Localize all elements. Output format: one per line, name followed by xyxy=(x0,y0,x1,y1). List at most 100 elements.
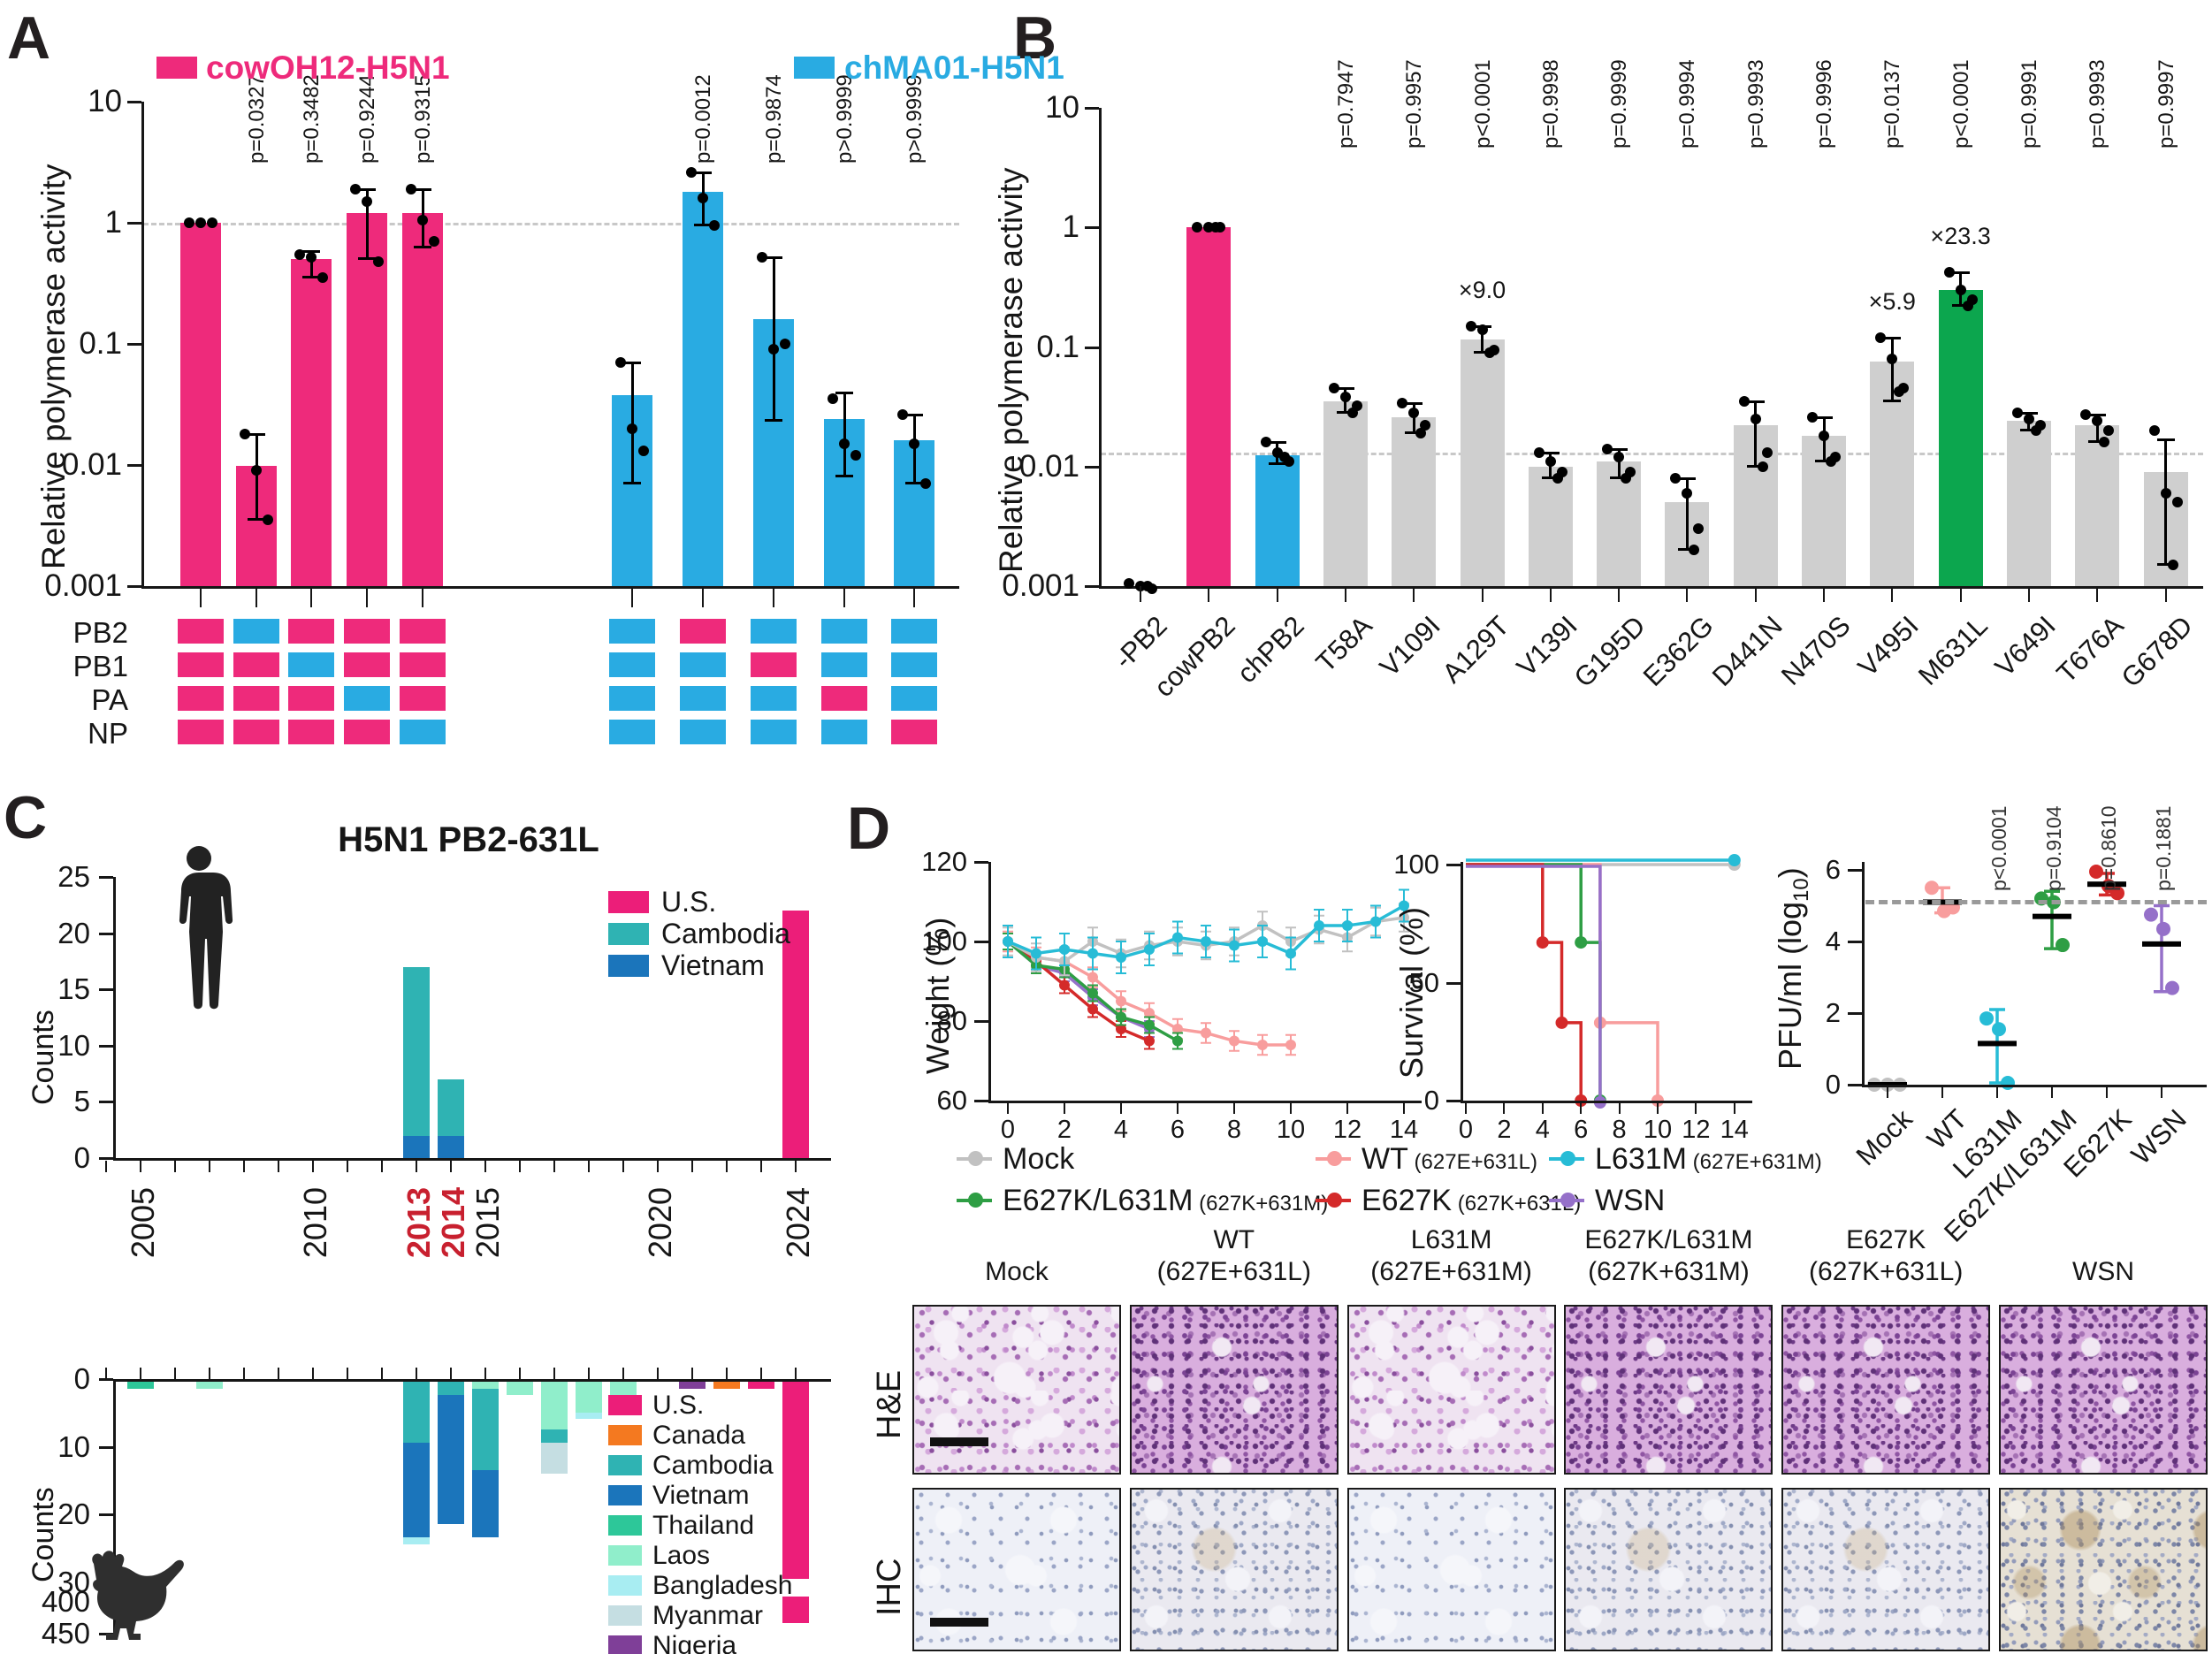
data-dot xyxy=(757,251,767,263)
data-dot xyxy=(2030,425,2041,437)
data-dot xyxy=(1807,411,1818,423)
error-cap xyxy=(1268,441,1286,445)
d-pfu-y-tick-label: 0 xyxy=(1825,1069,1841,1100)
data-dot xyxy=(2023,413,2034,424)
data-dot xyxy=(780,339,790,349)
y-tick-label: 0.01 xyxy=(1018,448,1079,484)
legend-swatch-cow xyxy=(156,57,197,79)
data-dot xyxy=(686,167,697,179)
d-survival-x-tick-label: 4 xyxy=(1535,1116,1550,1144)
c-bottom-legend-label: Canada xyxy=(652,1421,746,1450)
c-year-tick-top xyxy=(553,1161,555,1172)
c-bottom-legend-label: Bangladesh xyxy=(652,1571,793,1600)
x-tick xyxy=(1413,586,1415,602)
y-tick-label: 1 xyxy=(1062,210,1079,245)
d-survival-x-tick xyxy=(1695,1103,1697,1114)
c-year-tick-bottom xyxy=(140,1368,141,1379)
data-dot xyxy=(240,429,250,440)
segment-grid-cell xyxy=(609,652,655,677)
he-micrograph xyxy=(1781,1305,1991,1475)
he-micrograph xyxy=(1129,1305,1339,1475)
fold-change-label: ×5.9 xyxy=(1868,287,1916,315)
data-dot xyxy=(2160,487,2171,499)
c-top-legend-swatch xyxy=(608,923,649,945)
error-cap xyxy=(694,171,712,175)
c-year-tick-top xyxy=(657,1161,659,1172)
y-tick-label: 0.1 xyxy=(1036,329,1079,364)
c-top-y-tick-label: 10 xyxy=(57,1028,90,1062)
c-bottom-y-tick-label: 30 xyxy=(57,1566,90,1598)
segment-grid-cell xyxy=(233,686,279,711)
reference-dashed-line xyxy=(1101,453,2203,456)
error-cap xyxy=(1610,447,1628,451)
c-human-bar-segment xyxy=(782,911,809,1158)
d-survival-y-axis xyxy=(1461,862,1463,1103)
c-poultry-bar-segment xyxy=(472,1469,499,1538)
d-legend-label: L631M (627E+631M) xyxy=(1595,1142,1822,1176)
data-dot xyxy=(638,446,649,457)
error-cap xyxy=(905,482,923,485)
bar xyxy=(1392,416,1437,586)
data-dot xyxy=(1738,396,1750,408)
c-bottom-legend-swatch xyxy=(608,1455,642,1475)
c-year-tick-top xyxy=(622,1161,624,1172)
error-cap xyxy=(358,257,376,261)
data-dot xyxy=(362,195,372,207)
data-dot xyxy=(1962,301,1973,312)
bar xyxy=(683,192,723,586)
ihc-micrograph xyxy=(1129,1488,1339,1651)
segment-grid-cell xyxy=(751,720,797,744)
c-year-tick-top xyxy=(243,1161,245,1172)
y-tick-label: 10 xyxy=(1045,90,1079,125)
error-cap xyxy=(1336,387,1354,391)
bar xyxy=(291,259,332,586)
segment-grid-cell xyxy=(344,720,390,744)
c-poultry-bar-segment xyxy=(403,1537,430,1545)
error-bar xyxy=(912,415,916,484)
segment-grid-cell xyxy=(891,652,937,677)
data-dot xyxy=(909,438,919,449)
histology-col-subheader: (627E+631L) xyxy=(1156,1257,1311,1286)
error-bar xyxy=(1685,477,1689,551)
bar xyxy=(2075,425,2120,586)
c-poultry-bar-segment xyxy=(127,1382,154,1389)
c-poultry-bar-segment xyxy=(438,1395,464,1525)
error-bar xyxy=(1754,401,1758,467)
c-poultry-bar-segment xyxy=(679,1382,706,1389)
c-year-tick-top xyxy=(416,1161,417,1172)
c-bottom-legend-swatch xyxy=(608,1635,642,1654)
d-pfu-p-value: p=0.1881 xyxy=(2152,805,2175,891)
data-dot xyxy=(2011,408,2023,419)
segment-grid-cell xyxy=(609,720,655,744)
d-legend-marker-dot xyxy=(968,1193,983,1208)
data-dot xyxy=(1465,320,1476,332)
c-poultry-bar-segment xyxy=(782,1597,809,1623)
c-bottom-y-tick-label: 400 xyxy=(41,1585,90,1618)
bar xyxy=(402,213,443,586)
error-cap xyxy=(835,391,853,394)
data-dot xyxy=(920,478,931,490)
y-tick xyxy=(127,101,141,103)
segment-grid-cell xyxy=(288,720,334,744)
c-bottom-legend-swatch xyxy=(608,1545,642,1566)
c-poultry-bar-segment xyxy=(576,1412,602,1420)
error-cap xyxy=(1815,415,1833,419)
c-top-legend-label: U.S. xyxy=(661,886,717,918)
segment-grid-cell xyxy=(891,720,937,744)
y-tick xyxy=(1085,226,1099,230)
segment-grid-cell xyxy=(178,652,224,677)
d-pfu-x-tick xyxy=(2161,1087,2162,1098)
d-legend-sublabel: (627E+631M) xyxy=(1686,1150,1822,1174)
d-weight-x-tick-label: 12 xyxy=(1332,1116,1362,1144)
segment-grid-cell xyxy=(751,619,797,644)
d-weight-y-tick-label: 120 xyxy=(921,846,967,877)
c-bottom-legend-label: Nigeria xyxy=(652,1631,737,1654)
d-pfu-x-axis xyxy=(1862,1085,2207,1087)
c-top-y-tick-label: 25 xyxy=(57,860,90,893)
d-legend-sublabel: (627E+631L) xyxy=(1407,1150,1537,1174)
data-dot xyxy=(1328,383,1339,394)
x-tick xyxy=(1140,586,1141,602)
segment-grid-cell xyxy=(178,720,224,744)
error-cap xyxy=(414,187,431,191)
reference-dashed-line xyxy=(143,223,959,225)
